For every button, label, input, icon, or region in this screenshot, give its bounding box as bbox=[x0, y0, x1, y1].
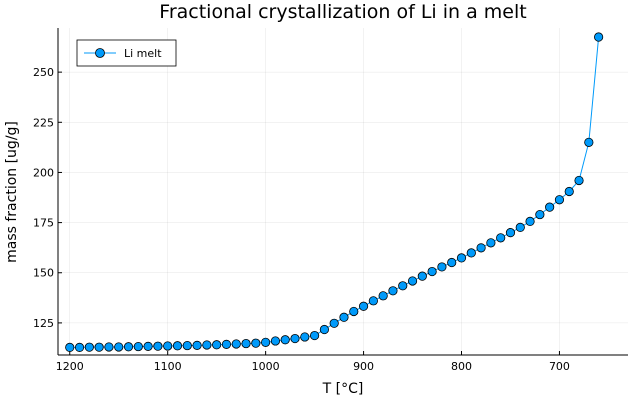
data-point bbox=[270, 336, 281, 346]
data-point bbox=[65, 342, 75, 352]
chart-title: Fractional crystallization of Li in a me… bbox=[159, 1, 526, 23]
legend-marker-swatch bbox=[95, 48, 105, 58]
data-point bbox=[407, 276, 418, 286]
data-point bbox=[182, 340, 192, 351]
data-point bbox=[466, 248, 476, 258]
data-point bbox=[447, 257, 457, 268]
x-tick-label: 900 bbox=[353, 360, 374, 373]
data-point bbox=[329, 318, 339, 328]
data-point bbox=[574, 175, 584, 186]
data-point bbox=[456, 253, 467, 263]
data-point bbox=[143, 341, 153, 351]
data-point bbox=[300, 332, 310, 342]
data-point bbox=[388, 286, 398, 296]
data-point bbox=[535, 209, 545, 220]
x-tick-label: 1200 bbox=[56, 360, 84, 373]
data-point bbox=[309, 330, 320, 341]
y-tick-label: 200 bbox=[33, 166, 54, 179]
data-point bbox=[417, 271, 427, 281]
data-point bbox=[358, 301, 369, 311]
data-point bbox=[280, 335, 290, 345]
data-point bbox=[212, 340, 222, 350]
data-point bbox=[172, 341, 183, 351]
data-point bbox=[339, 312, 349, 322]
data-point bbox=[133, 341, 143, 352]
data-point bbox=[368, 296, 378, 306]
data-point bbox=[437, 262, 447, 272]
x-tick-label: 1100 bbox=[154, 360, 182, 373]
data-point bbox=[584, 137, 594, 147]
legend: Li melt bbox=[76, 39, 177, 67]
data-point bbox=[486, 238, 496, 248]
y-tick-label: 150 bbox=[33, 267, 54, 280]
y-ticks: 125 150 175 200 225 250 bbox=[33, 66, 62, 330]
data-point bbox=[398, 281, 408, 291]
data-point bbox=[290, 333, 300, 344]
series-li-melt bbox=[65, 32, 604, 352]
data-point bbox=[496, 233, 506, 243]
data-point bbox=[564, 186, 574, 197]
data-point bbox=[515, 222, 525, 233]
data-point bbox=[545, 202, 555, 212]
data-point bbox=[378, 291, 388, 301]
data-point bbox=[505, 228, 516, 238]
legend-label: Li melt bbox=[124, 47, 162, 60]
data-point bbox=[594, 32, 604, 42]
x-axis-label: T [°C] bbox=[322, 381, 364, 397]
data-point bbox=[94, 342, 104, 352]
data-point bbox=[74, 342, 85, 352]
x-tick-label: 800 bbox=[451, 360, 472, 373]
data-point bbox=[525, 216, 535, 226]
x-ticks: 1200 1100 1000 900 800 700 bbox=[56, 351, 570, 373]
data-point bbox=[241, 338, 251, 349]
data-point bbox=[123, 342, 134, 352]
data-point bbox=[349, 306, 359, 317]
x-tick-label: 1000 bbox=[252, 360, 280, 373]
data-point bbox=[261, 337, 271, 347]
grid-lines bbox=[58, 28, 628, 355]
data-point bbox=[104, 342, 114, 352]
data-point bbox=[163, 341, 173, 351]
data-point bbox=[192, 340, 202, 350]
data-point bbox=[114, 342, 124, 352]
data-point bbox=[476, 243, 486, 253]
data-point bbox=[153, 341, 163, 351]
data-point bbox=[231, 339, 241, 349]
data-point bbox=[251, 338, 261, 348]
plot-frame bbox=[57, 28, 628, 356]
y-tick-label: 175 bbox=[33, 217, 54, 230]
data-point bbox=[319, 324, 329, 335]
data-point bbox=[554, 195, 565, 205]
y-tick-label: 225 bbox=[33, 116, 54, 129]
series-line bbox=[69, 36, 600, 348]
data-point bbox=[427, 266, 437, 277]
y-tick-label: 125 bbox=[33, 317, 54, 330]
data-point bbox=[202, 340, 212, 350]
data-point bbox=[84, 342, 94, 352]
y-tick-label: 250 bbox=[33, 66, 54, 79]
data-point bbox=[221, 339, 232, 349]
x-tick-label: 700 bbox=[549, 360, 570, 373]
y-axis-label: mass fraction [ug/g] bbox=[4, 121, 20, 263]
